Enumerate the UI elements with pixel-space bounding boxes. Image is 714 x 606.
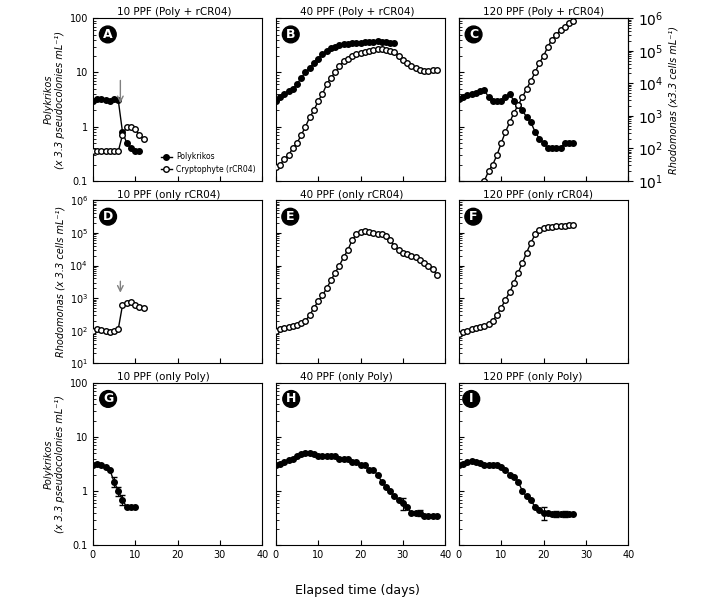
Text: D: D bbox=[103, 210, 114, 223]
Text: B: B bbox=[286, 28, 296, 41]
Text: G: G bbox=[103, 393, 114, 405]
Y-axis label: Polykrikos
(x 3.3 pseudocolonies mL⁻¹): Polykrikos (x 3.3 pseudocolonies mL⁻¹) bbox=[44, 395, 66, 533]
Text: C: C bbox=[469, 28, 478, 41]
Text: A: A bbox=[103, 28, 113, 41]
Y-axis label: Rhodomonas (x 3.3 cells mL⁻¹): Rhodomonas (x 3.3 cells mL⁻¹) bbox=[55, 206, 65, 358]
Text: 10 PPF (only rCR04): 10 PPF (only rCR04) bbox=[116, 190, 220, 199]
Text: F: F bbox=[469, 210, 478, 223]
Text: I: I bbox=[469, 393, 473, 405]
Text: 40 PPF (only Poly): 40 PPF (only Poly) bbox=[300, 372, 392, 382]
Text: 10 PPF (only Poly): 10 PPF (only Poly) bbox=[116, 372, 209, 382]
Text: H: H bbox=[286, 393, 296, 405]
Text: E: E bbox=[286, 210, 294, 223]
Text: 40 PPF (only rCR04): 40 PPF (only rCR04) bbox=[300, 190, 403, 199]
Text: 120 PPF (Poly + rCR04): 120 PPF (Poly + rCR04) bbox=[483, 7, 604, 18]
Y-axis label: Rhodomonas (x3.3 cells mL⁻¹): Rhodomonas (x3.3 cells mL⁻¹) bbox=[669, 25, 679, 173]
Text: Elapsed time (days): Elapsed time (days) bbox=[295, 584, 419, 597]
Text: 120 PPF (only rCR04): 120 PPF (only rCR04) bbox=[483, 190, 593, 199]
Text: 10 PPF (Poly + rCR04): 10 PPF (Poly + rCR04) bbox=[116, 7, 231, 18]
Text: 120 PPF (only Poly): 120 PPF (only Poly) bbox=[483, 372, 582, 382]
Y-axis label: Polykrikos
(x 3.3 pseudocolonies mL⁻¹): Polykrikos (x 3.3 pseudocolonies mL⁻¹) bbox=[44, 30, 66, 168]
Legend: Polykrikos, Cryptophyte (rCR04): Polykrikos, Cryptophyte (rCR04) bbox=[158, 149, 258, 177]
Text: 40 PPF (Poly + rCR04): 40 PPF (Poly + rCR04) bbox=[300, 7, 414, 18]
